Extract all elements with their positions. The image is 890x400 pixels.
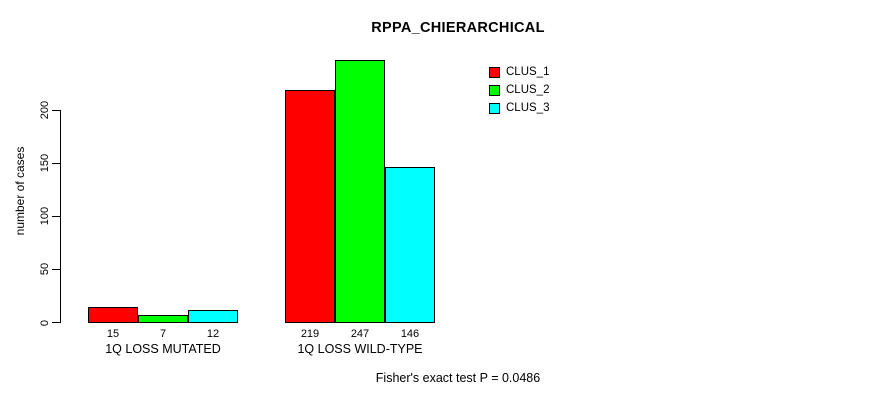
x-category-label: 1Q LOSS MUTATED [105,342,221,356]
bar-value-label: 12 [206,328,220,340]
bar-clus-1-group-1 [285,89,335,323]
y-tick-mark [52,322,60,323]
legend-item: CLUS_2 [489,81,549,99]
legend-item: CLUS_3 [489,99,549,117]
legend-swatch-clus-1 [489,66,500,78]
bar-value-label: 219 [300,328,320,340]
bar-value-label: 146 [400,328,420,340]
y-tick-label: 0 [39,319,51,326]
y-tick-label: 100 [39,207,51,226]
y-tick-label: 150 [39,153,51,173]
y-tick-mark [52,162,60,164]
y-tick-mark [52,215,60,217]
bar-value-label: 7 [159,328,167,340]
y-tick-label: 50 [39,263,51,276]
bar-clus-1-group-0 [88,306,138,323]
y-tick-label: 200 [39,100,51,120]
bar-value-label: 247 [350,328,370,340]
bar-clus-2-group-1 [335,60,385,323]
bar-clus-3-group-0 [188,309,238,323]
bar-clus-2-group-0 [138,315,188,323]
legend-swatch-clus-3 [489,102,500,114]
legend-label: CLUS_2 [506,84,550,96]
legend-label: CLUS_3 [506,102,550,114]
y-axis-label: number of cases [13,146,27,236]
x-category-label: 1Q LOSS WILD-TYPE [297,342,423,356]
legend: CLUS_1 CLUS_2 CLUS_3 [489,63,549,117]
legend-item: CLUS_1 [489,63,549,81]
y-tick-mark [52,268,60,270]
bar-clus-3-group-1 [385,167,435,323]
bar-value-label: 15 [106,328,120,340]
y-tick-mark [52,109,60,111]
chart-title: RPPA_CHIERARCHICAL [371,20,545,36]
legend-swatch-clus-2 [489,84,500,96]
legend-label: CLUS_1 [506,66,550,78]
y-axis-line [60,110,61,323]
p-value-annotation: Fisher's exact test P = 0.0486 [375,371,541,385]
